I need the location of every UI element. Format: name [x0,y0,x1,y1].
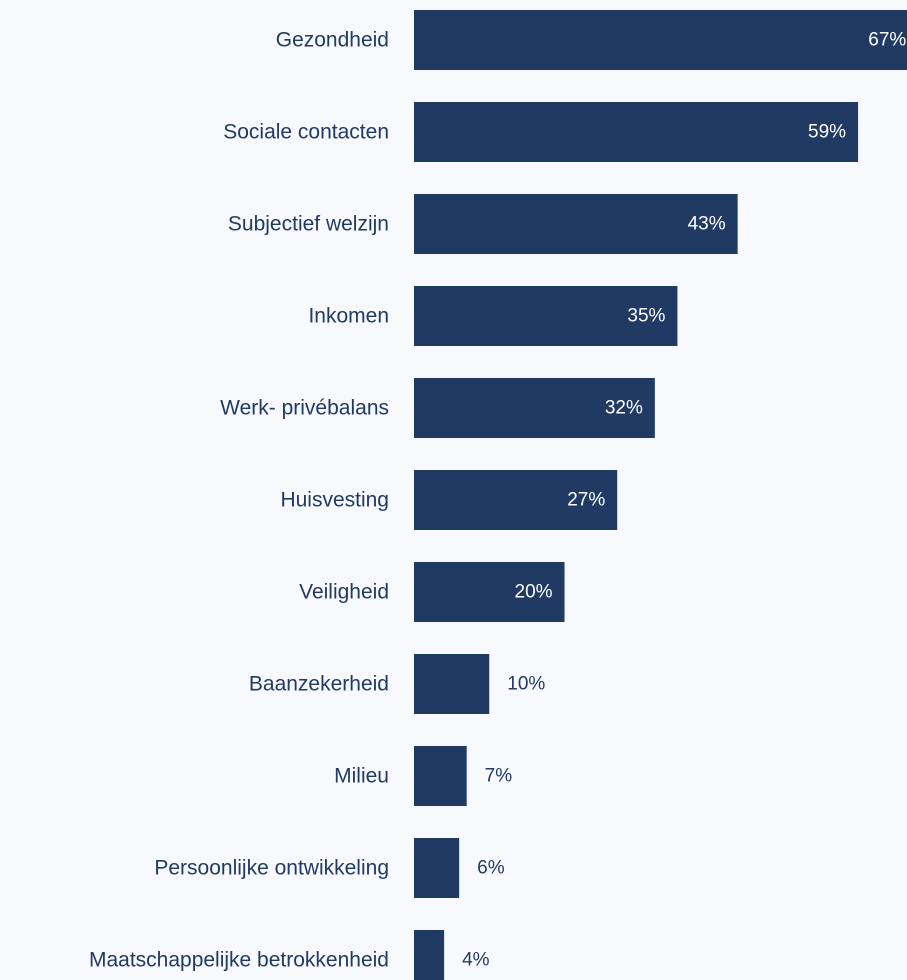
bar-group-sociale-contacten: Sociale contacten 59% [223,102,859,162]
bar-gezondheid [414,10,907,70]
data-label: 27% [567,490,605,511]
data-label: 10% [507,674,545,695]
bar-group-huisvesting: Huisvesting 27% [280,470,618,530]
bar-group-milieu: Milieu 7% [334,746,512,806]
data-label: 59% [808,122,846,143]
bar-maatschappelijke-betrokkenheid [414,930,445,980]
category-label: Milieu [334,765,389,788]
bar-veiligheid [414,562,565,622]
bar-milieu [414,746,467,806]
data-label: 32% [605,398,643,419]
bar-group-maatschappelijke-betrokkenheid: Maatschappelijke betrokkenheid 4% [89,930,490,980]
bar-persoonlijke-ontwikkeling [414,838,460,898]
category-label: Huisvesting [280,489,389,512]
data-label: 67% [868,30,906,51]
bar-inkomen [414,286,678,346]
bar-sociale-contacten [414,102,859,162]
data-label: 6% [477,858,505,879]
bar-group-werk-priv-balans: Werk- privébalans 32% [220,378,655,438]
bar-baanzekerheid [414,654,490,714]
bar-huisvesting [414,470,618,530]
bar-werk-priv-balans [414,378,655,438]
category-label: Gezondheid [276,29,389,52]
bar-group-baanzekerheid: Baanzekerheid 10% [249,654,545,714]
data-label: 35% [627,306,665,327]
bar-group-persoonlijke-ontwikkeling: Persoonlijke ontwikkeling 6% [154,838,505,898]
category-label: Subjectief welzijn [228,213,389,236]
category-label: Maatschappelijke betrokkenheid [89,949,389,972]
data-label: 43% [688,214,726,235]
category-label: Sociale contacten [223,121,389,144]
bar-group-subjectief-welzijn: Subjectief welzijn 43% [228,194,738,254]
category-label: Inkomen [308,305,389,328]
category-label: Werk- privébalans [220,397,389,420]
bar-group-veiligheid: Veiligheid 20% [299,562,565,622]
data-label: 7% [485,766,513,787]
data-label: 4% [462,950,490,971]
category-label: Persoonlijke ontwikkeling [154,857,389,880]
bar-group-gezondheid: Gezondheid 67% [276,10,907,70]
data-label: 20% [515,582,553,603]
category-label: Veiligheid [299,581,389,604]
bar-group-inkomen: Inkomen 35% [308,286,678,346]
bar-subjectief-welzijn [414,194,738,254]
category-label: Baanzekerheid [249,673,389,696]
